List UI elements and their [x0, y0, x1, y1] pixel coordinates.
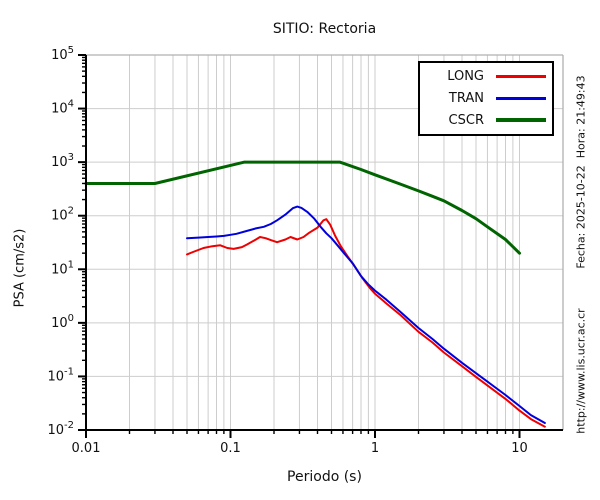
x-tick-label: 0.1	[220, 441, 241, 456]
y-axis-label: PSA (cm/s2)	[12, 228, 28, 308]
y-tick-label: 10-1	[47, 366, 74, 384]
x-tick-label: 10	[511, 441, 528, 456]
legend-label: TRAN	[448, 90, 484, 106]
y-tick-label: 101	[51, 259, 74, 277]
legend-label: LONG	[447, 69, 484, 85]
y-tick-label: 10-2	[47, 420, 74, 438]
legend-item-tran: TRAN	[420, 91, 546, 106]
x-tick-label: 1	[371, 441, 379, 456]
y-tick-label: 105	[51, 45, 74, 63]
chart-title: SITIO: Rectoria	[272, 21, 377, 37]
legend-label: CSCR	[448, 112, 484, 128]
legend-item-long: LONG	[420, 69, 546, 84]
y-tick-label: 103	[51, 152, 74, 170]
series-line-long	[186, 218, 546, 428]
x-axis-label: Periodo (s)	[287, 469, 362, 485]
series-line-cscr	[84, 160, 521, 255]
legend: LONG TRAN CSCR	[418, 61, 554, 136]
url-annotation: http://www.lis.ucr.ac.cr	[574, 308, 588, 434]
y-tick-label: 104	[51, 99, 74, 117]
series-line-tran	[186, 205, 546, 424]
legend-line-swatch	[496, 75, 546, 79]
legend-item-cscr: CSCR	[420, 113, 546, 128]
y-tick-label: 102	[51, 206, 74, 224]
x-tick-label: 0.01	[72, 441, 101, 456]
legend-line-swatch	[496, 96, 546, 100]
legend-line-swatch	[496, 118, 546, 123]
timestamp-annotation: Fecha: 2025-10-22 Hora: 21:49:43	[574, 75, 588, 269]
y-tick-label: 100	[51, 313, 74, 331]
